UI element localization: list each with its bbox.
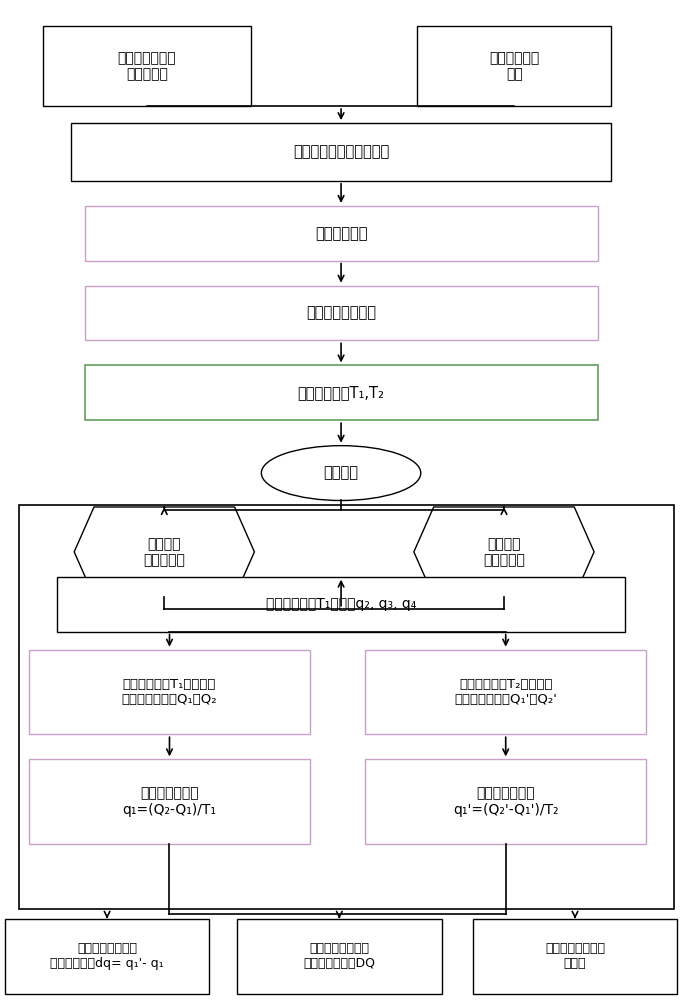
Text: 确定阻水建筑物
及河道特征: 确定阻水建筑物 及河道特征: [118, 51, 176, 81]
Text: 设置量测装置: 设置量测装置: [315, 226, 367, 241]
Polygon shape: [74, 507, 255, 597]
FancyBboxPatch shape: [85, 286, 598, 340]
FancyBboxPatch shape: [237, 919, 441, 994]
FancyBboxPatch shape: [85, 365, 598, 420]
Text: 水槽中有
阻水建筑物: 水槽中有 阻水建筑物: [483, 537, 525, 567]
FancyBboxPatch shape: [29, 759, 310, 844]
FancyBboxPatch shape: [29, 650, 310, 734]
Text: 设计试验时间T₁,T₂: 设计试验时间T₁,T₂: [298, 385, 385, 400]
Text: 计算水槽出流量
q₁'=(Q₂'-Q₁')/T₂: 计算水槽出流量 q₁'=(Q₂'-Q₁')/T₂: [453, 787, 558, 817]
FancyBboxPatch shape: [5, 919, 209, 994]
Text: 经过试验时间T₁，记录试
验始末水表读数Q₁和Q₂: 经过试验时间T₁，记录试 验始末水表读数Q₁和Q₂: [122, 678, 217, 706]
Text: 开始试验: 开始试验: [324, 466, 358, 481]
FancyBboxPatch shape: [365, 759, 646, 844]
FancyBboxPatch shape: [365, 650, 646, 734]
FancyBboxPatch shape: [418, 26, 611, 106]
Text: 分析选定模型
比尺: 分析选定模型 比尺: [489, 51, 539, 81]
Text: 水槽中无
阻水建筑物: 水槽中无 阻水建筑物: [143, 537, 185, 567]
FancyBboxPatch shape: [57, 577, 625, 632]
Text: 推算阻水建筑物对
过水流量的影响DQ: 推算阻水建筑物对 过水流量的影响DQ: [303, 942, 375, 970]
Ellipse shape: [261, 446, 421, 500]
Text: 阻水建筑物其他阻
水研究: 阻水建筑物其他阻 水研究: [545, 942, 605, 970]
Text: 计算水槽出流量
q₁=(Q₂-Q₁)/T₁: 计算水槽出流量 q₁=(Q₂-Q₁)/T₁: [122, 787, 216, 817]
Text: 设置试验边界条件: 设置试验边界条件: [306, 306, 376, 321]
Text: 根据设计时间T₁，调节q₂, q₃, q₄: 根据设计时间T₁，调节q₂, q₃, q₄: [266, 597, 416, 611]
Polygon shape: [414, 507, 594, 597]
Text: 制作阻水建筑物水工模型: 制作阻水建筑物水工模型: [293, 144, 389, 159]
FancyBboxPatch shape: [71, 123, 611, 181]
FancyBboxPatch shape: [85, 206, 598, 261]
Text: 计算第一连通管的
出流量的变化dq= q₁'- q₁: 计算第一连通管的 出流量的变化dq= q₁'- q₁: [50, 942, 164, 970]
FancyBboxPatch shape: [43, 26, 251, 106]
Text: 经过试验时间T₂，记录试
验始末水表读数Q₁'和Q₂': 经过试验时间T₂，记录试 验始末水表读数Q₁'和Q₂': [454, 678, 557, 706]
FancyBboxPatch shape: [19, 505, 674, 909]
FancyBboxPatch shape: [473, 919, 677, 994]
